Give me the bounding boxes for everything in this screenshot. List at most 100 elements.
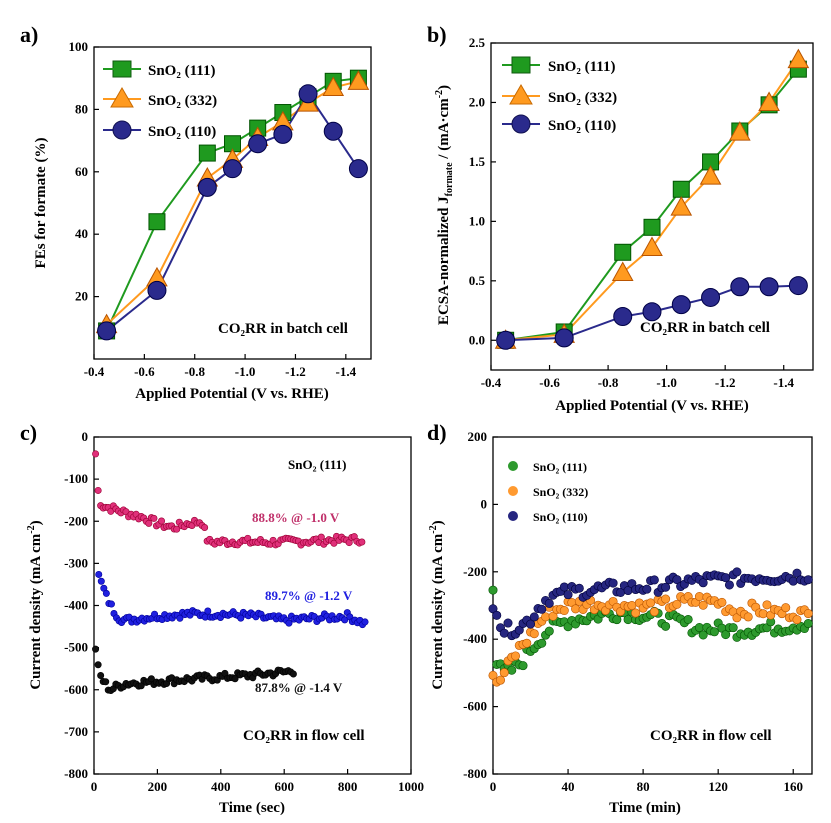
d-ytick-label-1: 0 <box>481 496 488 511</box>
b-series-2-point-3 <box>642 302 662 322</box>
c-series-0-point-0 <box>92 450 100 458</box>
d-xtick-label-1: 40 <box>562 779 575 794</box>
a-series-0-point-2 <box>198 144 216 162</box>
b-ytick-label-5: 2.5 <box>469 35 486 50</box>
legend-b-111-marker <box>511 56 531 74</box>
panel-d-label: d) <box>427 420 447 445</box>
panel-b-xlabel: Applied Potential (V vs. RHE) <box>555 398 748 414</box>
b-series-1-point-8 <box>787 48 810 69</box>
d-series-2-point-4 <box>503 618 513 628</box>
d-series-1-point-37 <box>627 601 637 611</box>
d-ytick-label-4: -600 <box>463 699 487 714</box>
c-ytick-label-5: -500 <box>64 640 88 655</box>
d-series-2-point-10 <box>526 619 536 629</box>
c-ytick-label-4: -400 <box>64 598 88 613</box>
a-series-2-line <box>105 91 360 332</box>
c-xtick-label-5: 1000 <box>398 779 424 794</box>
c-ytick-label-0: 0 <box>82 429 89 444</box>
c-series-0-point-1 <box>94 486 102 494</box>
legend-a-332-marker <box>110 87 134 108</box>
b-xtick-label-4: -1.2 <box>715 375 736 390</box>
d-series-0-point-55 <box>694 623 704 633</box>
c-series-2-point-0 <box>92 645 100 653</box>
panel-a-frame <box>93 46 372 360</box>
d-series-0-point-0 <box>488 585 498 595</box>
b-xtick-label-5: -1.4 <box>773 375 794 390</box>
d-series-1-point-84 <box>803 609 813 619</box>
panel-d-annotation: CO₂RR in flow cell <box>650 728 772 744</box>
legend-d-110-label: SnO₂ (110) <box>533 510 588 524</box>
d-xtick-label-4: 160 <box>783 779 803 794</box>
a-series-0-point-1 <box>148 213 166 231</box>
b-series-2-point-1 <box>554 328 574 348</box>
d-series-1-point-72 <box>758 609 768 619</box>
a-ytick-label-0: 20 <box>75 289 88 304</box>
d-series-1-point-81 <box>792 615 802 625</box>
d-series-2-point-20 <box>563 590 573 600</box>
a-series-2-point-2 <box>197 177 217 197</box>
panel-c: c) 0 200 400 600 800 1000 0 -100 -200 -300 -400 -50… <box>20 420 424 816</box>
a-xtick-label-1: -0.6 <box>134 364 155 379</box>
d-series-1-point-49 <box>672 599 682 609</box>
a-series-2-point-1 <box>147 280 167 300</box>
c-series-1-point-0 <box>95 570 103 578</box>
a-ytick-label-2: 60 <box>75 164 88 179</box>
d-series-2-point-65 <box>732 567 742 577</box>
c-series-1-point-105 <box>361 618 369 626</box>
a-xtick-label-2: -0.8 <box>184 364 205 379</box>
d-series-1-point-2 <box>496 675 506 685</box>
c-series-2-point-78 <box>289 670 297 678</box>
legend-d-332-marker <box>508 486 518 496</box>
a-series-0-line <box>105 77 359 332</box>
d-series-1-point-55 <box>694 592 704 602</box>
b-series-2-point-7 <box>759 277 779 297</box>
c-xtick-label-2: 400 <box>211 779 231 794</box>
panel-d-ylabel: Current density (mA cm-2) <box>428 520 446 689</box>
a-series-2-point-5 <box>273 124 293 144</box>
d-series-2-point-81 <box>792 568 802 578</box>
b-series-2-point-8 <box>788 276 808 296</box>
panel-c-frame <box>93 436 412 775</box>
b-series-0-point-3 <box>643 218 661 236</box>
c-series-2-point-22 <box>147 675 155 683</box>
legend-d-111-marker <box>508 461 518 471</box>
a-series-1-line <box>105 80 359 326</box>
c-series-1-point-1 <box>97 577 105 585</box>
c-series-1-point-3 <box>102 589 110 597</box>
a-xtick-label-0: -0.4 <box>84 364 105 379</box>
a-series-2-point-0 <box>97 321 117 341</box>
legend-a-110-marker <box>112 120 132 140</box>
b-xtick-label-2: -0.8 <box>598 375 619 390</box>
d-xtick-label-0: 0 <box>490 779 497 794</box>
c-ytick-label-8: -800 <box>64 766 88 781</box>
c-series-2-point-55 <box>231 675 239 683</box>
d-series-2-point-23 <box>574 583 584 593</box>
c-xtick-label-4: 800 <box>338 779 358 794</box>
c-xtick-label-1: 200 <box>148 779 168 794</box>
b-xtick-label-1: -0.6 <box>539 375 560 390</box>
legend-d-111-label: SnO₂ (111) <box>533 460 587 474</box>
c-series-0-point-43 <box>201 523 209 531</box>
d-series-1-point-42 <box>646 598 656 608</box>
a-series-2-point-6 <box>298 84 318 104</box>
b-series-0-point-4 <box>672 180 690 198</box>
d-series-0-point-5 <box>507 665 517 675</box>
d-series-1-point-73 <box>762 600 772 610</box>
d-ytick-label-2: -200 <box>463 564 487 579</box>
c-ytick-label-7: -700 <box>64 724 88 739</box>
panel-b-frame <box>490 42 814 371</box>
b-series-1-point-3 <box>641 236 663 257</box>
d-series-2-point-41 <box>642 584 652 594</box>
b-series-2-point-2 <box>613 306 633 326</box>
d-xtick-label-3: 120 <box>708 779 728 794</box>
d-series-1-point-19 <box>559 606 569 616</box>
b-xtick-label-3: -1.0 <box>656 375 677 390</box>
panel-a: a) -0.4 -0.6 -0.8 -1.0 -1.2 -1.4 20 40 60 80 100 A… <box>20 22 372 402</box>
a-series-2-point-4 <box>248 134 268 154</box>
c-series-2-point-1 <box>94 661 102 669</box>
a-xtick-label-3: -1.0 <box>235 364 256 379</box>
c-series-1-point-43 <box>204 607 212 615</box>
d-series-2-point-1 <box>492 610 502 620</box>
d-series-2-point-84 <box>803 575 813 585</box>
